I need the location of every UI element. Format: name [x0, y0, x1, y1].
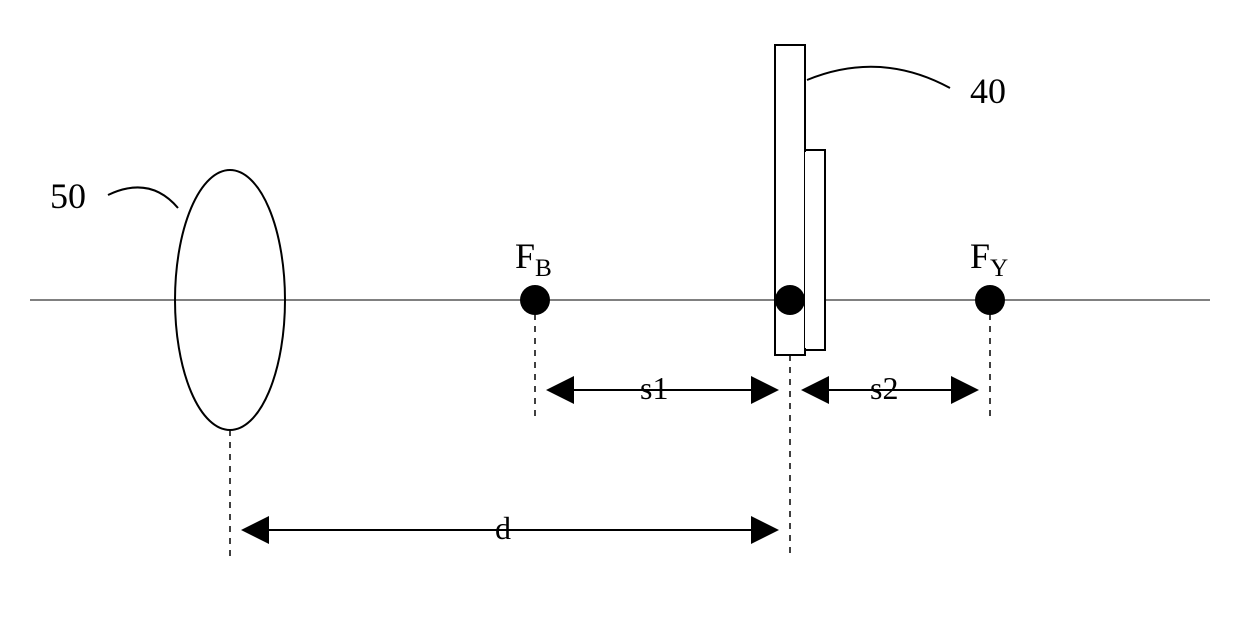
- label-fy-main: F: [970, 236, 990, 276]
- label-fy: FY: [970, 235, 1008, 283]
- label-40: 40: [970, 70, 1006, 112]
- label-d: d: [495, 510, 511, 547]
- detector-notch: [805, 150, 825, 350]
- label-fb-sub: B: [535, 255, 552, 282]
- label-fy-sub: Y: [990, 255, 1008, 282]
- label-fb: FB: [515, 235, 552, 283]
- optical-diagram: 50 40 FB FY s1 s2 d: [0, 0, 1240, 637]
- label-s1: s1: [640, 370, 668, 407]
- lens-leader-line: [108, 187, 178, 208]
- focal-point-fb: [520, 285, 550, 315]
- diagram-svg: [0, 0, 1240, 637]
- focal-point-fy: [975, 285, 1005, 315]
- focal-point-center: [775, 285, 805, 315]
- label-s2: s2: [870, 370, 898, 407]
- label-50: 50: [50, 175, 86, 217]
- detector-leader-line: [807, 67, 950, 88]
- label-fb-main: F: [515, 236, 535, 276]
